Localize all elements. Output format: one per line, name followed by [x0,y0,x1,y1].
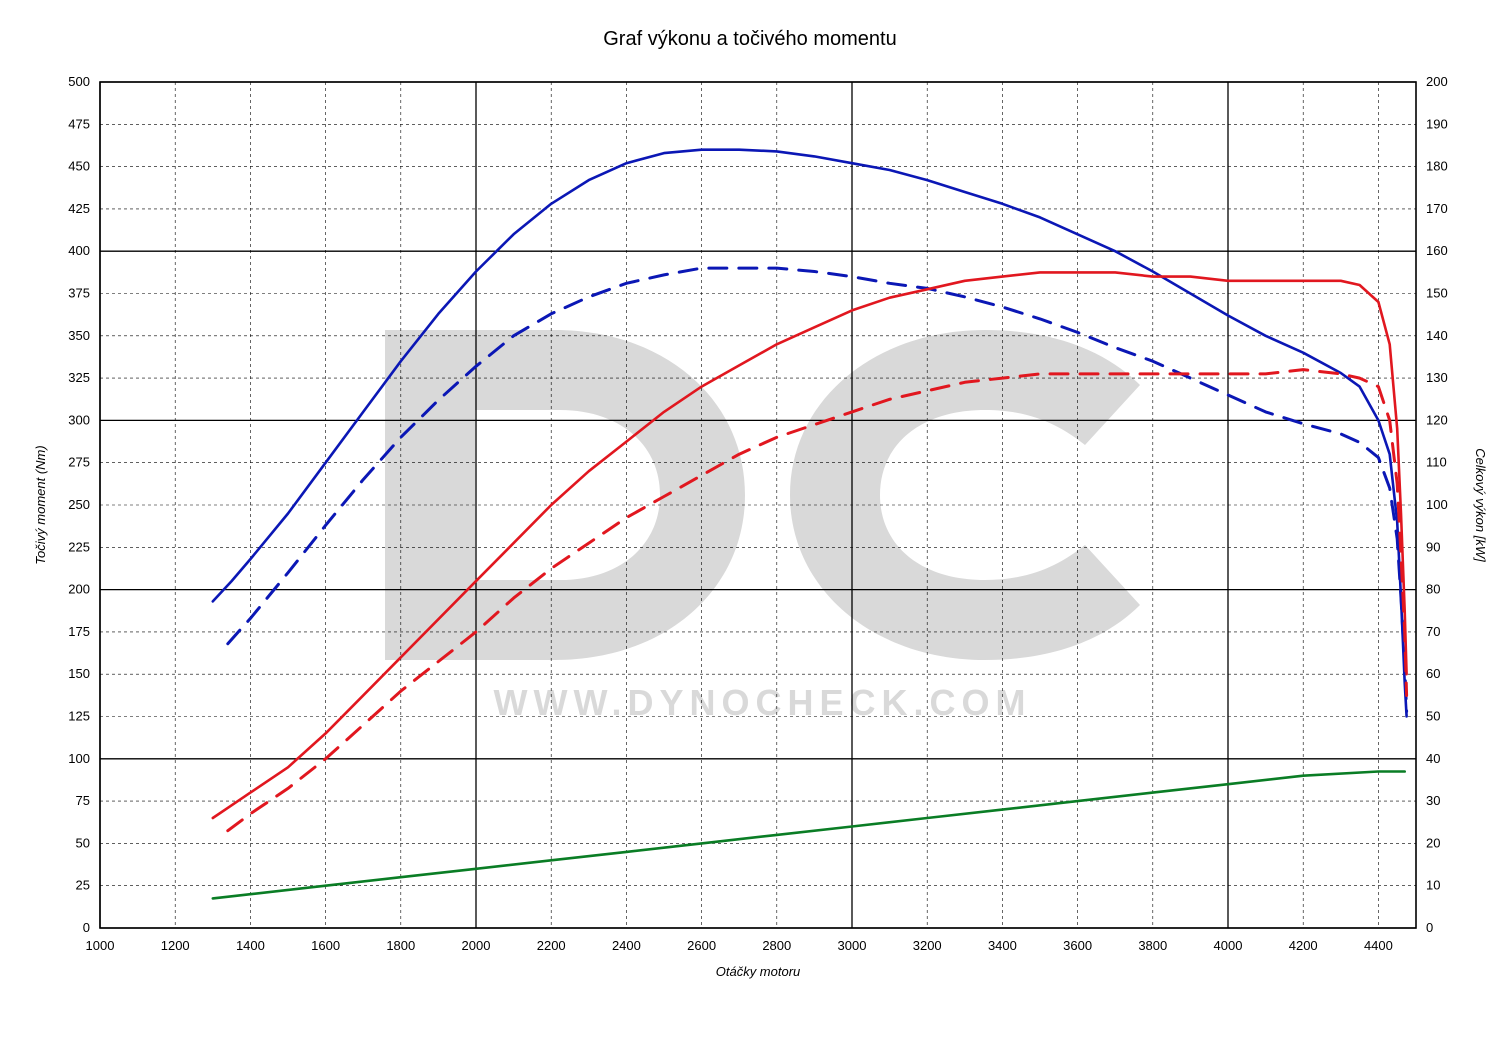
svg-text:300: 300 [68,412,90,427]
svg-text:30: 30 [1426,793,1440,808]
svg-text:4000: 4000 [1214,938,1243,953]
svg-text:3200: 3200 [913,938,942,953]
svg-text:50: 50 [76,835,90,850]
svg-text:3400: 3400 [988,938,1017,953]
svg-text:225: 225 [68,539,90,554]
svg-text:70: 70 [1426,624,1440,639]
svg-text:125: 125 [68,709,90,724]
svg-text:0: 0 [83,920,90,935]
svg-text:325: 325 [68,370,90,385]
svg-text:1400: 1400 [236,938,265,953]
y-axis-left-label: Točivý moment (Nm) [33,445,48,564]
svg-text:2400: 2400 [612,938,641,953]
svg-text:170: 170 [1426,201,1448,216]
svg-text:1200: 1200 [161,938,190,953]
svg-text:250: 250 [68,497,90,512]
x-axis-label: Otáčky motoru [716,964,801,979]
svg-text:130: 130 [1426,370,1448,385]
svg-text:1600: 1600 [311,938,340,953]
svg-text:90: 90 [1426,539,1440,554]
svg-text:150: 150 [68,666,90,681]
svg-text:400: 400 [68,243,90,258]
svg-text:275: 275 [68,455,90,470]
svg-text:100: 100 [1426,497,1448,512]
svg-text:60: 60 [1426,666,1440,681]
dyno-chart: WWW.DYNOCHECK.COM10001200140016001800200… [0,0,1500,1041]
svg-text:4200: 4200 [1289,938,1318,953]
svg-text:2800: 2800 [762,938,791,953]
svg-text:350: 350 [68,328,90,343]
svg-text:200: 200 [68,582,90,597]
svg-text:10: 10 [1426,878,1440,893]
svg-text:450: 450 [68,159,90,174]
svg-text:40: 40 [1426,751,1440,766]
svg-text:120: 120 [1426,412,1448,427]
svg-text:425: 425 [68,201,90,216]
svg-text:50: 50 [1426,709,1440,724]
svg-text:3800: 3800 [1138,938,1167,953]
chart-title: Graf výkonu a točivého momentu [0,28,1500,51]
svg-text:110: 110 [1426,455,1447,470]
svg-text:375: 375 [68,286,90,301]
svg-text:180: 180 [1426,159,1448,174]
svg-text:3600: 3600 [1063,938,1092,953]
y-axis-right-label: Celkový výkon [kW] [1473,448,1488,562]
svg-text:4400: 4400 [1364,938,1393,953]
svg-text:25: 25 [76,878,90,893]
svg-text:75: 75 [76,793,90,808]
svg-text:150: 150 [1426,286,1448,301]
svg-text:2000: 2000 [462,938,491,953]
svg-text:175: 175 [68,624,90,639]
svg-text:140: 140 [1426,328,1448,343]
svg-text:20: 20 [1426,835,1440,850]
svg-text:WWW.DYNOCHECK.COM: WWW.DYNOCHECK.COM [494,682,1032,723]
svg-text:2600: 2600 [687,938,716,953]
svg-text:0: 0 [1426,920,1433,935]
svg-text:1800: 1800 [386,938,415,953]
svg-text:2200: 2200 [537,938,566,953]
svg-text:475: 475 [68,116,90,131]
svg-text:160: 160 [1426,243,1448,258]
svg-text:100: 100 [68,751,90,766]
svg-text:190: 190 [1426,116,1448,131]
svg-text:1000: 1000 [86,938,115,953]
svg-text:80: 80 [1426,582,1440,597]
svg-text:500: 500 [68,74,90,89]
svg-text:200: 200 [1426,74,1448,89]
svg-text:3000: 3000 [838,938,867,953]
